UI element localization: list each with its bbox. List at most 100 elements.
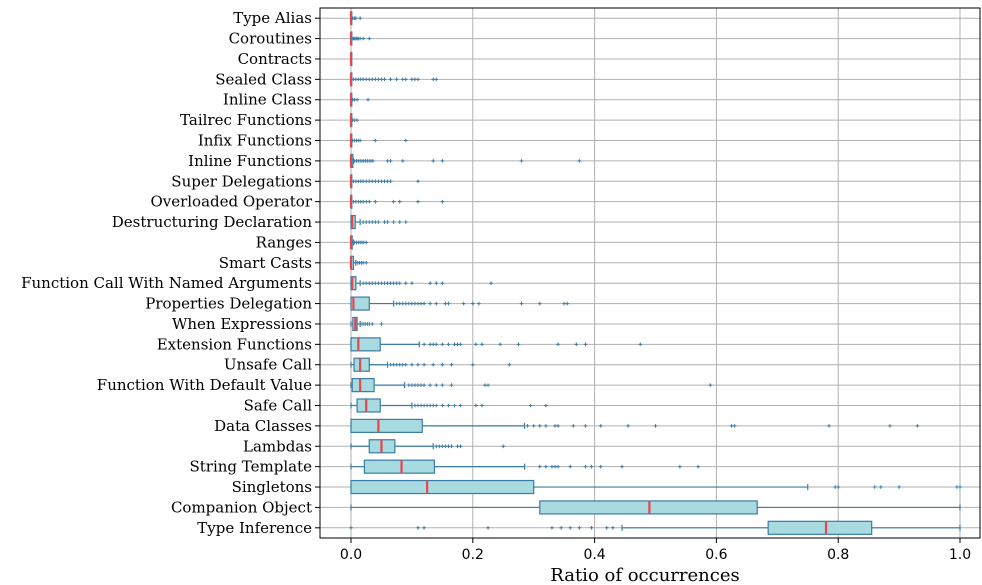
outlier-point <box>544 424 548 428</box>
outlier-point <box>410 362 414 367</box>
outlier-point <box>376 281 381 285</box>
y-tick-label: Safe Call <box>244 397 313 415</box>
outlier-point <box>379 179 384 184</box>
box-item <box>349 51 353 67</box>
y-tick-label: String Template <box>190 458 313 476</box>
outlier-point <box>382 220 387 224</box>
outlier-point <box>388 77 393 82</box>
box-item <box>350 296 569 311</box>
outlier-point <box>434 383 439 387</box>
outlier-point <box>358 16 362 20</box>
outlier-point <box>388 159 393 163</box>
outlier-point <box>431 159 436 163</box>
outlier-point <box>501 444 506 449</box>
outlier-point <box>915 424 920 428</box>
box-item <box>350 459 700 474</box>
outlier-point <box>358 36 362 41</box>
outlier-point <box>370 281 375 285</box>
outlier-point <box>364 240 369 245</box>
outlier-point <box>449 383 454 387</box>
box-item <box>350 378 713 393</box>
outlier-point <box>428 281 432 285</box>
outlier-point <box>367 199 372 204</box>
box-item <box>350 418 920 433</box>
outlier-point <box>525 424 530 428</box>
outlier-point <box>897 485 901 489</box>
outlier-point <box>440 383 445 387</box>
outlier-point <box>888 424 892 428</box>
outlier-point <box>361 77 365 82</box>
outlier-point <box>376 77 381 82</box>
outlier-point <box>556 464 560 469</box>
outlier-point <box>385 281 390 285</box>
outlier-point <box>388 179 393 184</box>
outlier-point <box>431 403 436 408</box>
y-tick-label: Singletons <box>232 478 312 496</box>
box-series <box>349 11 962 535</box>
outlier-point <box>400 362 405 367</box>
outlier-point <box>544 403 548 408</box>
x-tick-labels: 0.0 0.2 0.4 0.6 0.8 1.0 <box>340 538 971 563</box>
y-tick-label: Properties Delegation <box>145 295 312 313</box>
outlier-point <box>379 281 384 285</box>
box-item <box>350 439 506 454</box>
x-tick-label: 0.8 <box>827 547 849 563</box>
outlier-point <box>404 281 408 285</box>
box <box>350 418 423 433</box>
y-tick-label: Smart Casts <box>219 254 312 272</box>
box <box>363 459 436 474</box>
outlier-point <box>827 424 831 428</box>
y-tick-label: Destructuring Declaration <box>112 213 313 231</box>
outlier-point <box>404 77 408 82</box>
outlier-point <box>474 403 478 408</box>
outlier-point <box>364 179 369 184</box>
outlier-point <box>440 362 445 367</box>
outlier-point <box>477 301 481 306</box>
outlier-point <box>422 342 426 347</box>
outlier-point <box>391 362 396 367</box>
outlier-point <box>537 301 542 306</box>
outlier-point <box>434 77 439 82</box>
outlier-point <box>498 342 503 347</box>
box-item <box>349 174 420 189</box>
outlier-point <box>394 362 399 367</box>
outlier-point <box>364 220 369 224</box>
outlier-point <box>431 77 436 82</box>
outlier-point <box>400 301 405 306</box>
outlier-point <box>589 464 594 469</box>
outlier-point <box>583 464 588 469</box>
outlier-point <box>404 138 408 143</box>
box-item <box>350 500 961 515</box>
y-tick-label: When Expressions <box>172 315 312 333</box>
outlier-point <box>404 220 408 224</box>
y-tick-label: Companion Object <box>171 498 312 516</box>
outlier-point <box>732 424 737 428</box>
outlier-point <box>416 403 420 408</box>
outlier-point <box>958 485 962 489</box>
outlier-point <box>480 403 484 408</box>
outlier-point <box>528 403 533 408</box>
outlier-point <box>550 464 554 469</box>
outlier-point <box>480 342 484 347</box>
outlier-point <box>407 383 411 387</box>
outlier-point <box>589 526 594 530</box>
outlier-point <box>391 199 396 204</box>
box-item <box>349 133 408 148</box>
outlier-point <box>553 464 557 469</box>
box <box>356 398 381 413</box>
outlier-point <box>458 342 463 347</box>
y-tick-labels: Type Alias Coroutines Contracts Sealed Clas… <box>21 9 320 537</box>
outlier-point <box>373 281 378 285</box>
outlier-point <box>361 281 365 285</box>
box-item <box>350 357 512 372</box>
box-item <box>349 235 369 250</box>
box-item <box>349 153 582 168</box>
outlier-point <box>355 118 359 122</box>
outlier-point <box>565 301 569 306</box>
box-item <box>349 11 362 26</box>
outlier-point <box>428 403 432 408</box>
outlier-point <box>400 159 405 163</box>
outlier-point <box>836 485 840 489</box>
outlier-point <box>407 301 411 306</box>
outlier-point <box>638 342 643 347</box>
